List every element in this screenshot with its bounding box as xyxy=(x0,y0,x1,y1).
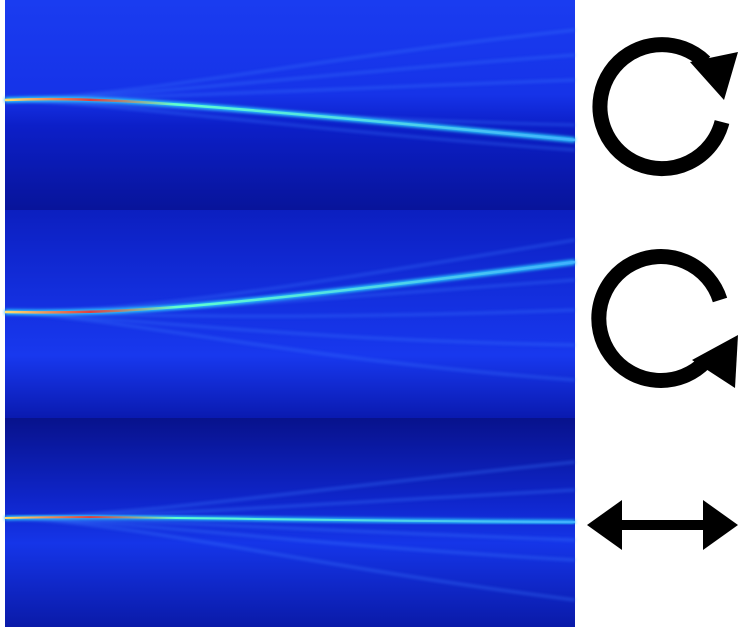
icon-rotate-bottom xyxy=(599,256,738,388)
panel-2 xyxy=(5,210,575,418)
icon-double-arrow xyxy=(587,500,738,550)
icon-rotate-top xyxy=(600,45,738,169)
figure xyxy=(0,0,741,627)
panel-1 xyxy=(5,0,575,210)
panel-3 xyxy=(5,418,575,627)
